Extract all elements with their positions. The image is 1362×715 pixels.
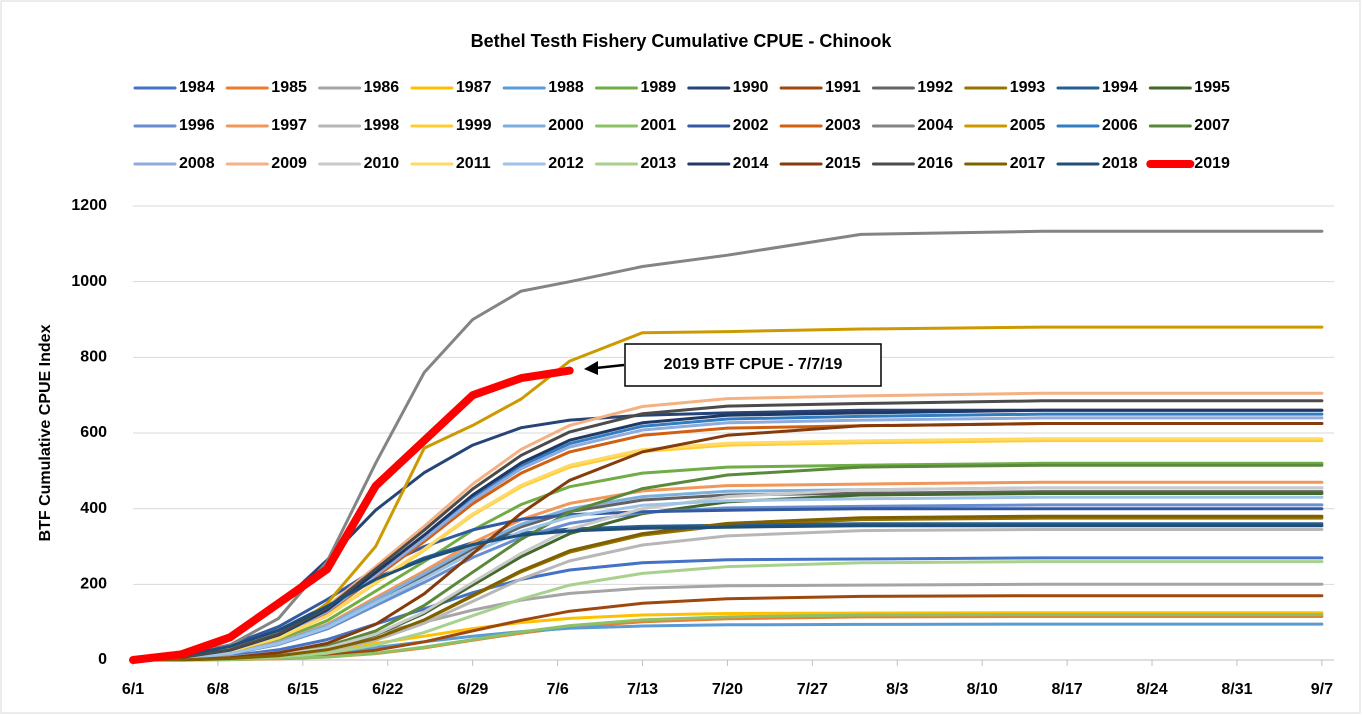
- legend-label: 2001: [641, 117, 677, 134]
- annotation-box: [624, 343, 882, 387]
- x-tick-label: 8/3: [886, 681, 908, 698]
- series-line: [131, 556, 1324, 662]
- legend-label: 1984: [179, 79, 215, 96]
- legend-label: 2005: [1010, 117, 1046, 134]
- legend-label: 1998: [364, 117, 400, 134]
- y-tick-label: 1200: [71, 197, 107, 214]
- x-tick-label: 6/29: [457, 681, 488, 698]
- legend-label: 1987: [456, 79, 492, 96]
- y-tick-label: 200: [80, 576, 107, 593]
- x-tick-label: 8/31: [1221, 681, 1252, 698]
- y-tick-label: 800: [80, 349, 107, 366]
- x-tick-label: 6/8: [207, 681, 229, 698]
- annotation-arrowhead: [584, 361, 598, 375]
- legend-label: 2006: [1102, 117, 1138, 134]
- legend-label: 1999: [456, 117, 492, 134]
- legend-label: 1994: [1102, 79, 1138, 96]
- y-tick-label: 0: [98, 651, 107, 668]
- series-line: [131, 229, 1324, 662]
- legend-label: 2008: [179, 155, 215, 172]
- x-tick-label: 8/10: [967, 681, 998, 698]
- legend-label: 2017: [1010, 155, 1046, 172]
- legend-label: 2004: [917, 117, 953, 134]
- legend-label: 2011: [456, 155, 491, 172]
- x-tick-label: 7/6: [546, 681, 568, 698]
- legend-label: 2003: [825, 117, 861, 134]
- y-tick-label: 400: [80, 500, 107, 517]
- legend-label: 1992: [917, 79, 953, 96]
- legend-label: 1995: [1194, 79, 1230, 96]
- series-line: [131, 507, 1324, 662]
- y-tick-label: 600: [80, 424, 107, 441]
- legend-label: 2015: [825, 155, 861, 172]
- x-tick-label: 6/22: [372, 681, 403, 698]
- series-line: [131, 422, 1324, 662]
- annotation-arrow: [595, 363, 625, 370]
- legend-label: 2019: [1194, 155, 1230, 172]
- legend-label: 2013: [641, 155, 677, 172]
- legend-label: 2010: [364, 155, 400, 172]
- legend-label: 2007: [1194, 117, 1230, 134]
- x-tick-label: 9/7: [1311, 681, 1333, 698]
- series-line: [129, 366, 574, 664]
- x-tick-label: 7/20: [712, 681, 743, 698]
- chart-title: Bethel Testh Fishery Cumulative CPUE - C…: [471, 31, 893, 51]
- series-line: [131, 437, 1324, 662]
- legend-label: 1989: [641, 79, 677, 96]
- y-axis-label: BTF Cumulative CPUE Index: [37, 324, 54, 541]
- legend-label: 1996: [179, 117, 215, 134]
- legend-label: 2014: [733, 155, 769, 172]
- legend-label: 1993: [1010, 79, 1046, 96]
- legend-label: 1990: [733, 79, 769, 96]
- annotation: 2019 BTF CPUE - 7/7/19: [664, 356, 843, 373]
- x-tick-label: 6/1: [122, 681, 144, 698]
- series-line: [131, 399, 1324, 662]
- legend-label: 2000: [548, 117, 584, 134]
- legend-label: 2018: [1102, 155, 1138, 172]
- series-line: [131, 514, 1324, 662]
- legend-label: 2016: [917, 155, 953, 172]
- x-tick-label: 7/13: [627, 681, 658, 698]
- x-tick-label: 8/24: [1136, 681, 1167, 698]
- series-line: [131, 524, 1324, 662]
- legend-label: 2012: [548, 155, 584, 172]
- x-tick-label: 7/27: [797, 681, 828, 698]
- legend-label: 1985: [271, 79, 307, 96]
- legend-label: 1991: [825, 79, 861, 96]
- legend-label: 1988: [548, 79, 584, 96]
- x-tick-label: 6/15: [287, 681, 318, 698]
- legend-label: 2009: [271, 155, 307, 172]
- y-tick-label: 1000: [71, 273, 107, 290]
- legend-label: 2002: [733, 117, 769, 134]
- legend-label: 1997: [271, 117, 307, 134]
- x-tick-label: 8/17: [1052, 681, 1083, 698]
- legend-label: 1986: [364, 79, 400, 96]
